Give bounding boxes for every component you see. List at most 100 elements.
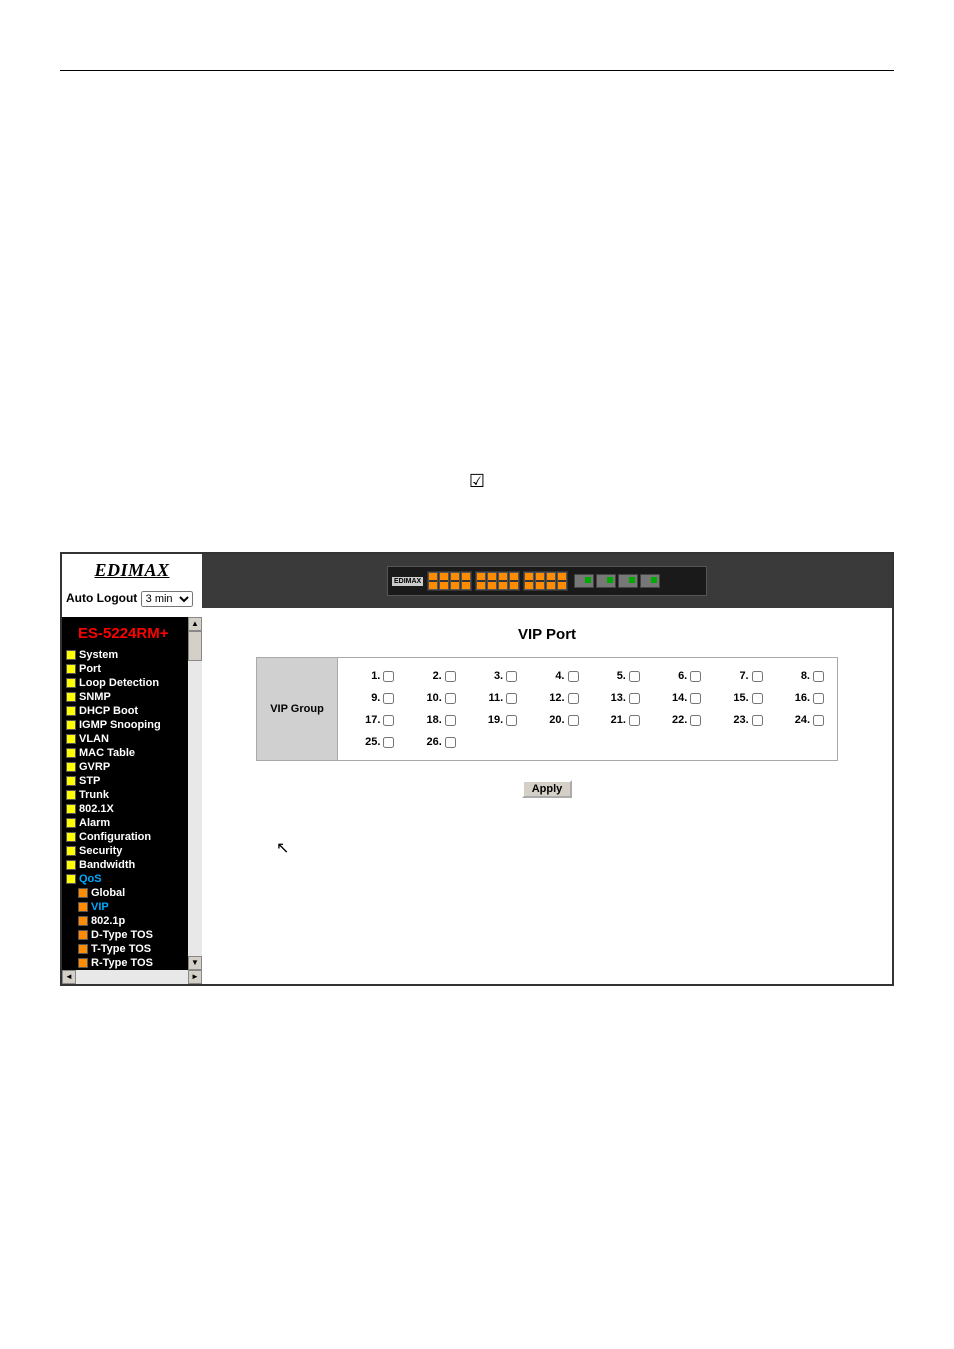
nav-item-label: Port: [79, 663, 101, 675]
nav-item-stp[interactable]: STP: [62, 774, 202, 788]
port-group-3: [523, 571, 568, 591]
vip-port-checkbox-6[interactable]: [690, 671, 701, 682]
nav-item-igmp-snooping[interactable]: IGMP Snooping: [62, 718, 202, 732]
vip-port-checkbox-12[interactable]: [568, 693, 579, 704]
nav-item-vlan[interactable]: VLAN: [62, 732, 202, 746]
nav-item-loop-detection[interactable]: Loop Detection: [62, 676, 202, 690]
vip-port-cell-10: 10.: [403, 688, 464, 708]
auto-logout-select[interactable]: 3 min: [141, 591, 193, 607]
nav-item-t-type-tos[interactable]: T-Type TOS: [62, 942, 202, 956]
vip-port-number: 19.: [488, 714, 503, 726]
nav-item-bandwidth[interactable]: Bandwidth: [62, 858, 202, 872]
apply-button[interactable]: Apply: [522, 780, 573, 798]
vip-port-checkbox-26[interactable]: [445, 737, 456, 748]
vip-port-checkbox-7[interactable]: [752, 671, 763, 682]
vip-port-checkbox-14[interactable]: [690, 693, 701, 704]
scroll-down-icon[interactable]: ▼: [188, 956, 202, 970]
nav-item-802-1p[interactable]: 802.1p: [62, 914, 202, 928]
nav-item-system[interactable]: System: [62, 648, 202, 662]
nav-item-configuration[interactable]: Configuration: [62, 830, 202, 844]
nav-bullet-icon: [78, 902, 88, 912]
nav-bullet-icon: [66, 678, 76, 688]
nav-item-label: 802.1p: [91, 915, 125, 927]
scroll-thumb[interactable]: [188, 631, 202, 661]
auto-logout-row: Auto Logout 3 min: [62, 587, 202, 617]
vip-port-checkbox-15[interactable]: [752, 693, 763, 704]
nav-item-port[interactable]: Port: [62, 662, 202, 676]
nav-vertical-scrollbar[interactable]: ▲ ▼: [188, 617, 202, 970]
vip-port-cell-23: 23.: [710, 710, 771, 730]
nav-item-gvrp[interactable]: GVRP: [62, 760, 202, 774]
vip-port-checkbox-1[interactable]: [383, 671, 394, 682]
nav-item-snmp[interactable]: SNMP: [62, 690, 202, 704]
nav-item-label: Global: [91, 887, 125, 899]
nav-item-trunk[interactable]: Trunk: [62, 788, 202, 802]
nav-item-label: D-Type TOS: [91, 929, 153, 941]
nav-item-dhcp-boot[interactable]: DHCP Boot: [62, 704, 202, 718]
vip-port-checkbox-20[interactable]: [568, 715, 579, 726]
vip-port-cell-6: 6.: [649, 666, 710, 686]
vip-port-number: 16.: [795, 692, 810, 704]
nav-item-security[interactable]: Security: [62, 844, 202, 858]
vip-port-checkbox-3[interactable]: [506, 671, 517, 682]
nav-item-qos[interactable]: QoS: [62, 872, 202, 886]
horizontal-rule: [60, 70, 894, 71]
nav-item-mac-table[interactable]: MAC Table: [62, 746, 202, 760]
vip-port-number: 18.: [426, 714, 441, 726]
vip-port-cell-26: 26.: [403, 732, 464, 752]
vip-port-checkbox-23[interactable]: [752, 715, 763, 726]
vip-port-number: 21.: [611, 714, 626, 726]
scroll-right-icon[interactable]: ►: [188, 970, 202, 984]
vip-port-checkbox-9[interactable]: [383, 693, 394, 704]
nav-item-label: Alarm: [79, 817, 110, 829]
vip-port-checkbox-22[interactable]: [690, 715, 701, 726]
vip-port-number: 26.: [426, 736, 441, 748]
model-name: ES-5224RM+: [62, 621, 202, 648]
scroll-left-icon[interactable]: ◄: [62, 970, 76, 984]
vip-port-number: 13.: [611, 692, 626, 704]
vip-port-checkbox-10[interactable]: [445, 693, 456, 704]
port-group-1: [427, 571, 472, 591]
port-group-2: [475, 571, 520, 591]
vip-port-checkbox-11[interactable]: [506, 693, 517, 704]
vip-port-cell-2: 2.: [403, 666, 464, 686]
cursor-icon: ↖: [276, 838, 918, 858]
nav-item-d-type-tos[interactable]: D-Type TOS: [62, 928, 202, 942]
nav-item-global[interactable]: Global: [62, 886, 202, 900]
vip-port-cell-20: 20.: [526, 710, 587, 730]
nav-item-label: T-Type TOS: [91, 943, 151, 955]
nav-tree: ES-5224RM+ SystemPortLoop DetectionSNMPD…: [62, 617, 202, 984]
vip-port-cell-11: 11.: [465, 688, 526, 708]
vip-port-checkbox-25[interactable]: [383, 737, 394, 748]
vip-port-checkbox-17[interactable]: [383, 715, 394, 726]
vip-port-number: 11.: [488, 692, 503, 704]
vip-port-number: 24.: [795, 714, 810, 726]
vip-port-checkbox-8[interactable]: [813, 671, 824, 682]
vip-port-number: 1.: [371, 670, 380, 682]
vip-port-number: 25.: [365, 736, 380, 748]
nav-item-vip[interactable]: VIP: [62, 900, 202, 914]
nav-bullet-icon: [66, 650, 76, 660]
vip-port-checkbox-18[interactable]: [445, 715, 456, 726]
vip-port-checkbox-5[interactable]: [629, 671, 640, 682]
vip-port-checkbox-2[interactable]: [445, 671, 456, 682]
vip-port-cell-16: 16.: [772, 688, 833, 708]
vip-port-checkbox-19[interactable]: [506, 715, 517, 726]
vip-port-number: 4.: [555, 670, 564, 682]
vip-port-checkbox-21[interactable]: [629, 715, 640, 726]
nav-bullet-icon: [66, 734, 76, 744]
nav-bullet-icon: [66, 706, 76, 716]
nav-item-802-1x[interactable]: 802.1X: [62, 802, 202, 816]
vip-port-cell-1: 1.: [342, 666, 403, 686]
nav-horizontal-scrollbar[interactable]: ◄ ►: [62, 970, 202, 984]
vip-port-checkbox-4[interactable]: [568, 671, 579, 682]
vip-port-checkbox-13[interactable]: [629, 693, 640, 704]
vip-port-cell-14: 14.: [649, 688, 710, 708]
nav-item-label: GVRP: [79, 761, 110, 773]
device-brand-label: EDIMAX: [392, 577, 423, 586]
vip-port-checkbox-24[interactable]: [813, 715, 824, 726]
nav-item-r-type-tos[interactable]: R-Type TOS: [62, 956, 202, 970]
nav-item-alarm[interactable]: Alarm: [62, 816, 202, 830]
scroll-up-icon[interactable]: ▲: [188, 617, 202, 631]
vip-port-checkbox-16[interactable]: [813, 693, 824, 704]
